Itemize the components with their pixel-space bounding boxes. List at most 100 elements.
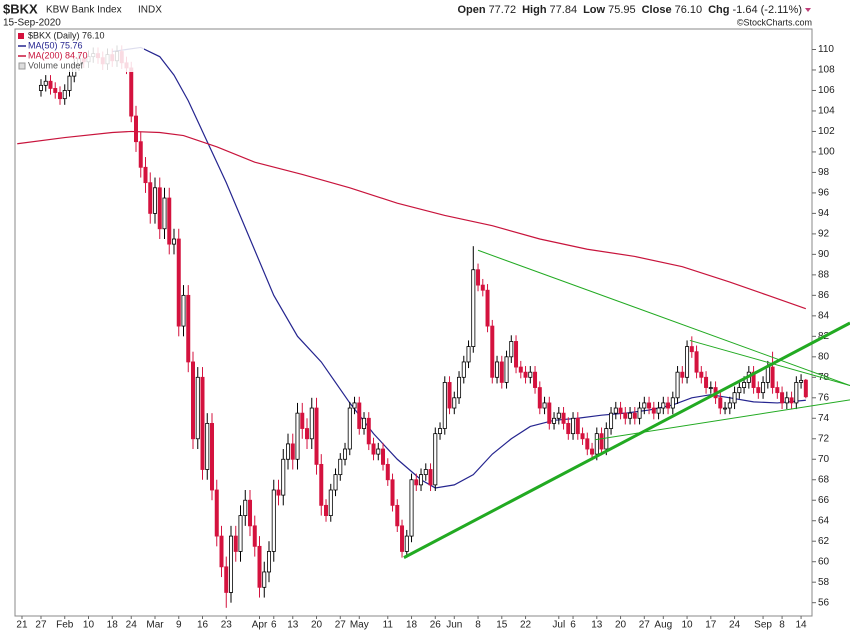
y-tick-label: 80 <box>818 351 830 362</box>
candle-body <box>172 238 177 245</box>
candle-body <box>352 402 357 409</box>
x-tick-label: 13 <box>591 620 603 631</box>
legend-box <box>16 30 144 72</box>
candle-body <box>314 407 319 465</box>
candle-body <box>689 346 694 353</box>
quote: Open 77.72 High 77.84 Low 75.95 Close 76.10 Chg -… <box>457 4 802 16</box>
x-tick-label: Apr <box>252 620 268 631</box>
candle-body <box>552 417 557 424</box>
line <box>689 339 850 386</box>
candle-body <box>143 166 148 184</box>
x-tick-label: 13 <box>287 620 299 631</box>
candle-body <box>357 402 362 429</box>
candle-body <box>186 294 191 363</box>
candle-body <box>704 376 709 388</box>
candle-body <box>295 412 300 460</box>
candle-body <box>319 463 324 506</box>
x-tick-label: 6 <box>271 620 277 631</box>
x-tick-label: 22 <box>520 620 532 631</box>
x-tick-label: May <box>350 620 369 631</box>
x-tick-label: 17 <box>705 620 717 631</box>
candle-body <box>675 371 680 399</box>
y-tick-label: 62 <box>818 536 830 547</box>
x-tick-label: 24 <box>126 620 138 631</box>
y-tick-label: 60 <box>818 556 830 567</box>
candle-body <box>480 284 485 291</box>
x-tick-label: 8 <box>779 620 785 631</box>
y-tick-label: 88 <box>818 270 830 281</box>
candle-body <box>276 489 281 496</box>
candle-body <box>300 412 305 429</box>
candle-body <box>224 566 229 593</box>
x-tick-label: 27 <box>335 620 347 631</box>
candle-body <box>191 361 196 440</box>
legend-label: MA(50) 75.76 <box>28 40 83 50</box>
x-tick-label: 15 <box>496 620 508 631</box>
quote-value: 75.95 <box>608 4 636 16</box>
x-tick-label: 16 <box>197 620 209 631</box>
candle-body <box>438 428 443 435</box>
source: ©StockCharts.com <box>737 17 812 27</box>
legend-label: Volume undef <box>28 60 84 70</box>
y-tick-label: 56 <box>818 597 830 608</box>
candle-body <box>338 458 343 476</box>
y-tick-label: 98 <box>818 167 830 178</box>
candle-body <box>133 115 138 143</box>
line <box>477 249 850 386</box>
date: 15-Sep-2020 <box>3 18 61 29</box>
index-name: KBW Bank Index <box>46 5 122 16</box>
x-tick-label: 26 <box>430 620 442 631</box>
candle-body <box>442 382 447 429</box>
candle-body <box>723 407 728 410</box>
candle-body <box>756 387 761 394</box>
candle-body <box>637 407 642 419</box>
quote-label: Chg <box>708 4 729 16</box>
candle-body <box>238 515 243 552</box>
candle-body <box>43 80 48 86</box>
y-tick-label: 108 <box>818 65 835 76</box>
y-tick-label: 92 <box>818 229 830 240</box>
candle-body <box>594 433 599 455</box>
candle-body <box>347 407 352 450</box>
candle-body <box>784 397 789 404</box>
y-tick-label: 78 <box>818 372 830 383</box>
candle-body <box>262 571 267 588</box>
candle-body <box>252 525 257 547</box>
candle-body <box>580 433 585 440</box>
candle-body <box>537 387 542 409</box>
exchange: INDX <box>138 5 162 16</box>
candle-body <box>647 402 652 409</box>
candle-body <box>333 474 338 491</box>
candle-body <box>547 402 552 424</box>
candle-body <box>205 423 210 470</box>
x-tick-label: 10 <box>681 620 693 631</box>
candle-body <box>176 238 181 327</box>
candle-body <box>214 489 219 537</box>
candle-body <box>219 535 224 568</box>
candle-body <box>775 387 780 394</box>
candle-body <box>457 376 462 399</box>
quote-value: 77.72 <box>489 4 517 16</box>
line <box>112 46 806 489</box>
candle-body <box>476 269 481 286</box>
candle-body <box>528 371 533 378</box>
y-tick-label: 64 <box>818 515 830 526</box>
symbol: $BKX <box>3 1 38 16</box>
candle-body <box>67 75 72 91</box>
candle-body <box>732 392 737 404</box>
x-tick-label: Sep <box>754 620 772 631</box>
y-tick-label: 106 <box>818 85 835 96</box>
candle-body <box>305 428 310 440</box>
candle-body <box>718 397 723 409</box>
candle-body <box>309 407 314 440</box>
quote-label: Close <box>642 4 672 16</box>
legend-swatch <box>18 33 24 39</box>
candle-body <box>694 351 699 373</box>
down-arrow <box>805 8 811 12</box>
x-tick-label: 24 <box>729 620 741 631</box>
candle-body <box>152 187 157 214</box>
y-tick-label: 102 <box>818 126 835 137</box>
candle-body <box>642 402 647 409</box>
candle-body <box>666 402 671 409</box>
candle-body <box>381 448 386 465</box>
